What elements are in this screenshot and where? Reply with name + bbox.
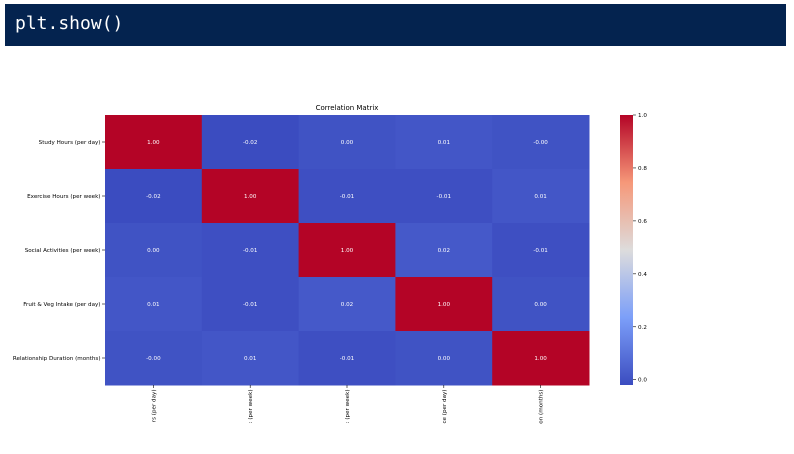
heatmap-cell-2-3 [395, 223, 493, 278]
y-tick-label: Social Activities (per week) [25, 248, 101, 254]
heatmap-cell-2-1 [201, 223, 300, 278]
heatmap-cell-1-0 [105, 169, 203, 224]
heatmap-cell-4-0 [105, 331, 203, 386]
cell-annotation-4-2: -0.01 [340, 356, 355, 362]
code-text: plt.show() [15, 13, 124, 34]
cell-annotation-4-0: -0.00 [146, 356, 161, 362]
code-cell[interactable]: plt.show() [5, 4, 786, 46]
heatmap-cell-2-2 [298, 223, 396, 278]
colorbar-tick-label: 0.4 [638, 272, 647, 278]
y-tick-label: Exercise Hours (per week) [27, 194, 100, 200]
x-tick-label: ce (per day) [442, 390, 448, 424]
heatmap-cell-1-1 [201, 169, 300, 224]
cell-annotation-2-3: 0.02 [438, 248, 450, 254]
colorbar: 0.0 0.2 0.4 0.6 0.8 1.0 [620, 113, 647, 385]
cell-annotation-3-4: 0.00 [534, 302, 547, 308]
x-tick-label: rs (per day) [151, 390, 157, 423]
cell-annotation-1-3: -0.01 [437, 194, 452, 200]
heatmap-cell-2-4 [492, 223, 590, 278]
heatmap-cell-1-3 [395, 169, 493, 224]
heatmap-annotations: 1.00 -0.02 0.00 0.01 -0.00 -0.02 1.00 -0.01 -0.0… [146, 140, 548, 362]
cell-annotation-2-4: -0.01 [533, 248, 548, 254]
heatmap-cell-0-2 [298, 115, 396, 170]
heatmap-cell-0-1 [201, 115, 300, 170]
x-tick-label: : (per week) [345, 390, 351, 424]
cell-annotation-3-1: -0.01 [243, 302, 258, 308]
cell-annotation-4-3: 0.00 [438, 356, 451, 362]
y-tick-label: Fruit & Veg Intake (per day) [23, 302, 100, 308]
heatmap-cell-3-0 [105, 277, 203, 332]
heatmap-cell-3-4 [492, 277, 590, 332]
x-tick-label: on (months) [539, 390, 545, 424]
cell-annotation-0-0: 1.00 [147, 140, 160, 146]
cell-annotation-0-2: 0.00 [341, 140, 354, 146]
cell-annotation-4-1: 0.01 [244, 356, 257, 362]
cell-annotation-1-0: -0.02 [146, 194, 160, 200]
cell-annotation-2-1: -0.01 [243, 248, 258, 254]
colorbar-tick-label: 1.0 [638, 113, 647, 119]
x-tick-label: : (per week) [248, 390, 254, 424]
chart-title: Correlation Matrix [316, 104, 379, 112]
heatmap-cell-3-2 [298, 277, 396, 332]
cell-annotation-1-2: -0.01 [340, 194, 355, 200]
cell-annotation-3-0: 0.01 [147, 302, 160, 308]
colorbar-gradient [620, 115, 633, 385]
cell-annotation-2-0: 0.00 [147, 248, 160, 254]
y-tick-label: Relationship Duration (months) [13, 356, 101, 362]
colorbar-tick-label: 0.2 [638, 325, 647, 331]
heatmap-cell-4-4 [492, 331, 590, 386]
x-axis: rs (per day) : (per week) : (per week) ce (… [151, 385, 545, 424]
heatmap-cell-4-2 [298, 331, 396, 386]
heatmap-cell-4-1 [201, 331, 300, 386]
heatmap-cell-4-3 [395, 331, 493, 386]
y-axis: Study Hours (per day) Exercise Hours (per… [13, 140, 105, 362]
heatmap-cell-1-4 [492, 169, 590, 224]
cell-annotation-0-1: -0.02 [243, 140, 257, 146]
cell-annotation-1-1: 1.00 [244, 194, 257, 200]
heatmap-cell-3-1 [201, 277, 300, 332]
cell-annotation-0-3: 0.01 [438, 140, 451, 146]
cell-annotation-0-4: -0.00 [533, 140, 548, 146]
cell-annotation-1-4: 0.01 [534, 194, 547, 200]
cell-annotation-2-2: 1.00 [341, 248, 354, 254]
heatmap-cell-0-3 [395, 115, 493, 170]
heatmap-cell-3-3 [395, 277, 493, 332]
colorbar-tick-label: 0.0 [638, 378, 647, 384]
colorbar-tick-label: 0.8 [638, 166, 647, 172]
heatmap-cell-0-0 [105, 115, 203, 170]
heatmap-cell-1-2 [298, 169, 396, 224]
cell-annotation-3-2: 0.02 [341, 302, 353, 308]
y-tick-label: Study Hours (per day) [39, 140, 101, 146]
heatmap-cells [105, 115, 590, 386]
colorbar-tick-label: 0.6 [638, 219, 647, 225]
cell-annotation-4-4: 1.00 [534, 356, 547, 362]
heatmap-cell-2-0 [105, 223, 203, 278]
heatmap-cell-0-4 [492, 115, 590, 170]
cell-annotation-3-3: 1.00 [438, 302, 451, 308]
